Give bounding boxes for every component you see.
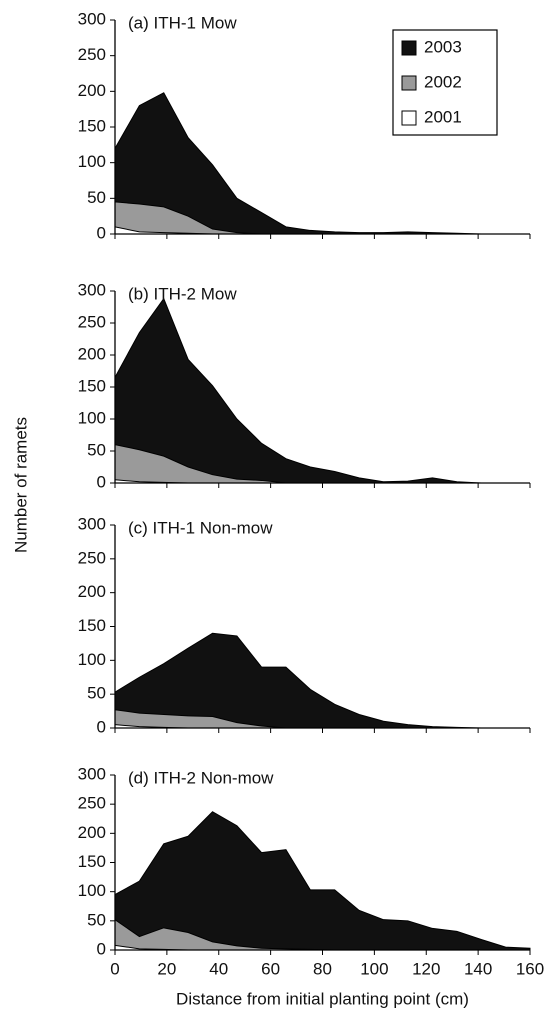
- legend-swatch: [401, 110, 417, 126]
- y-tick-label: 150: [78, 376, 106, 395]
- y-tick-label: 0: [97, 717, 106, 736]
- x-tick-label: 140: [464, 959, 492, 978]
- legend-swatch: [401, 40, 417, 56]
- y-tick-label: 150: [78, 116, 106, 135]
- y-tick-label: 300: [78, 280, 106, 299]
- y-tick-label: 150: [78, 852, 106, 871]
- y-tick-label: 200: [78, 81, 106, 100]
- y-tick-label: 200: [78, 582, 106, 601]
- area: [114, 297, 530, 484]
- panel-title: (b) ITH-2 Mow: [128, 284, 237, 303]
- y-tick-label: 100: [78, 650, 106, 669]
- x-axis-label: Distance from initial planting point (cm…: [176, 989, 469, 1008]
- y-tick-label: 0: [97, 939, 106, 958]
- panel-title: (a) ITH-1 Mow: [128, 13, 237, 32]
- y-tick-label: 300: [78, 9, 106, 28]
- x-tick-label: 20: [157, 959, 176, 978]
- y-tick-label: 0: [97, 472, 106, 491]
- y-tick-label: 200: [78, 823, 106, 842]
- x-tick-label: 160: [516, 959, 544, 978]
- legend-label: 2002: [424, 72, 462, 91]
- legend-swatch: [401, 75, 417, 91]
- y-tick-label: 100: [78, 408, 106, 427]
- legend-label: 2001: [424, 107, 462, 126]
- x-tick-label: 120: [412, 959, 440, 978]
- x-tick-label: 40: [209, 959, 228, 978]
- area: [114, 811, 531, 951]
- y-tick-label: 50: [87, 188, 106, 207]
- y-tick-label: 100: [78, 881, 106, 900]
- panel-title: (c) ITH-1 Non-mow: [128, 518, 273, 537]
- y-tick-label: 250: [78, 312, 106, 331]
- y-tick-label: 250: [78, 548, 106, 567]
- area: [114, 632, 530, 729]
- y-tick-label: 50: [87, 910, 106, 929]
- x-tick-label: 60: [261, 959, 280, 978]
- y-tick-label: 250: [78, 794, 106, 813]
- y-tick-label: 150: [78, 616, 106, 635]
- y-tick-label: 100: [78, 152, 106, 171]
- x-tick-label: 80: [313, 959, 332, 978]
- y-tick-label: 50: [87, 684, 106, 703]
- panel-title: (d) ITH-2 Non-mow: [128, 768, 274, 787]
- y-tick-label: 300: [78, 514, 106, 533]
- y-axis-label: Number of ramets: [11, 417, 30, 553]
- legend-label: 2003: [424, 37, 462, 56]
- x-tick-label: 100: [360, 959, 388, 978]
- y-tick-label: 50: [87, 440, 106, 459]
- y-tick-label: 200: [78, 344, 106, 363]
- y-tick-label: 0: [97, 223, 106, 242]
- y-tick-label: 250: [78, 45, 106, 64]
- y-tick-label: 300: [78, 764, 106, 783]
- x-tick-label: 0: [110, 959, 119, 978]
